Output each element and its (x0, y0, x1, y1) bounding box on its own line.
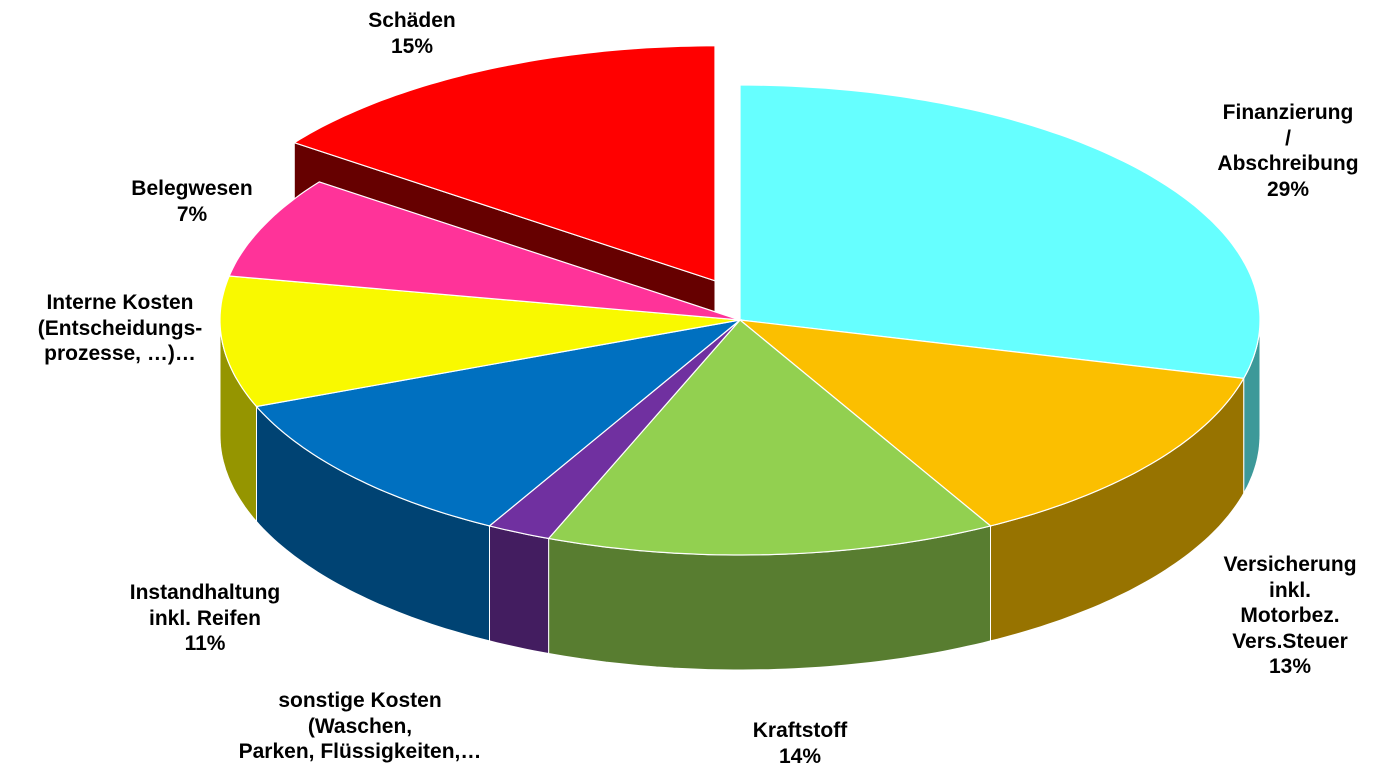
value-label: 13% (1268, 655, 1312, 679)
slice (547, 319, 992, 556)
category-label: Instandhaltung inkl. Reifen (129, 581, 281, 630)
slice-label: Interne Kosten (Entscheidungs- prozesse,… (38, 290, 203, 367)
category-label: Interne Kosten (Entscheidungs- prozesse,… (37, 291, 203, 366)
slice (739, 84, 1261, 380)
slice (219, 275, 741, 408)
slice-label: Versicherung inkl. Motorbez. Vers.Steuer… (1223, 552, 1356, 680)
category-label: Finanzierung / Abschreibung (1217, 101, 1359, 176)
slice (228, 181, 741, 321)
category-label: Schäden (368, 9, 456, 32)
slice-label: Belegwesen 7% (131, 176, 252, 227)
slice (488, 319, 741, 540)
category-label: Versicherung inkl. Motorbez. Vers.Steuer (1223, 553, 1357, 653)
value-label: 14% (778, 744, 822, 768)
slice-label: Finanzierung / Abschreibung 29% (1217, 100, 1358, 202)
slice-label: Kraftstoff 14% (753, 718, 848, 769)
value-label: 29% (1266, 177, 1310, 201)
slice-label: Instandhaltung inkl. Reifen 11% (130, 580, 281, 657)
slice (255, 319, 743, 527)
slice (738, 319, 1245, 527)
category-label: sonstige Kosten (Waschen, Parken, Flüssi… (238, 689, 482, 764)
value-label: 11% (184, 632, 226, 656)
slice-label: sonstige Kosten (Waschen, Parken, Flüssi… (239, 688, 482, 765)
category-label: Belegwesen (131, 177, 253, 200)
value-label: 7% (176, 202, 208, 226)
category-label: Kraftstoff (752, 719, 848, 742)
value-label: 15% (390, 34, 434, 58)
slice-label: Schäden 15% (368, 8, 456, 59)
slice (292, 45, 716, 282)
slice-side (489, 525, 550, 655)
